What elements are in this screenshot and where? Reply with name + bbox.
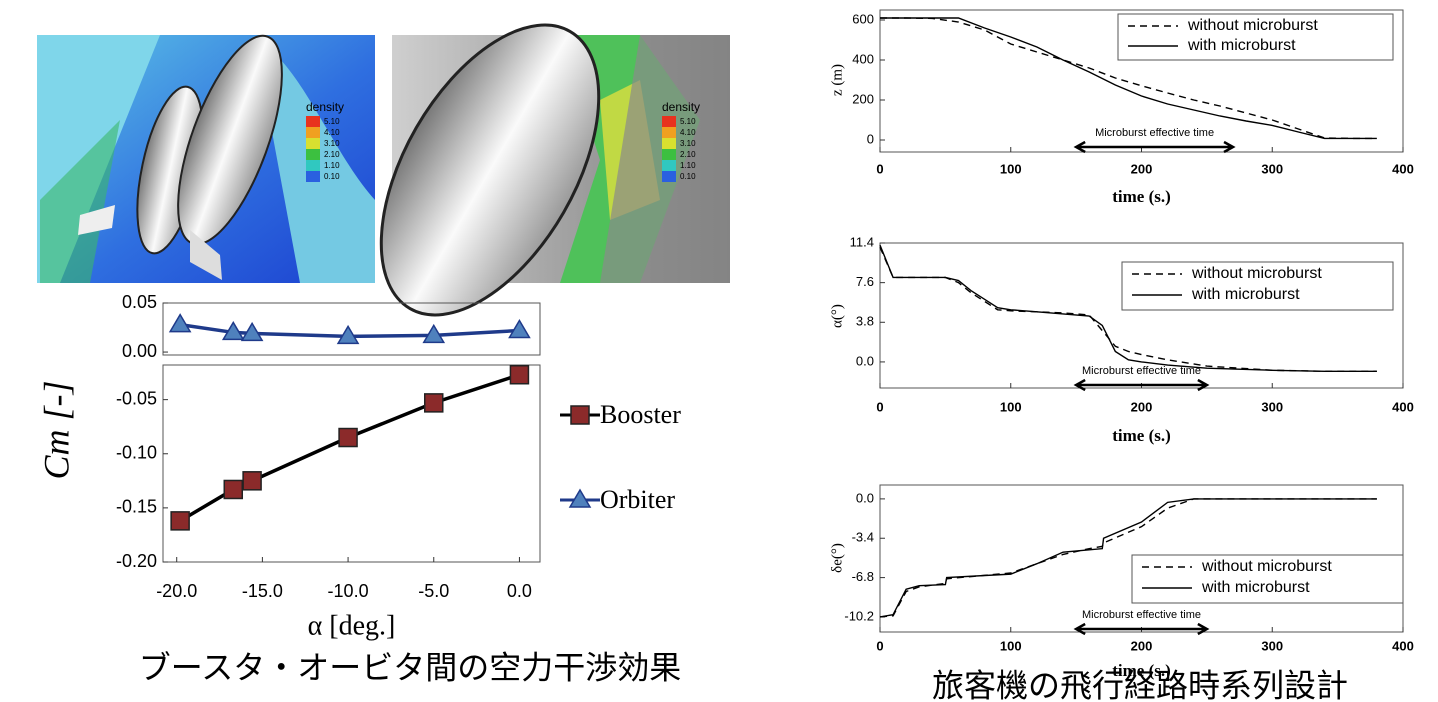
legend-title: density xyxy=(306,100,344,114)
plot-frame xyxy=(163,365,540,562)
caption: ブースタ・オービタ間の空力干渉効果 xyxy=(139,649,681,685)
x-axis-label: time (s.) xyxy=(1112,661,1171,680)
marker xyxy=(170,315,190,332)
legend-title: density xyxy=(662,100,700,114)
y-tick-label: 0.05 xyxy=(122,292,157,312)
legend-label: with microburst xyxy=(1191,286,1300,303)
legend-label: with microburst xyxy=(1187,37,1296,54)
annotation: Microburst effective time xyxy=(1082,365,1201,377)
legend-swatch xyxy=(662,171,676,182)
legend-label: 1.10 xyxy=(324,161,340,170)
marker xyxy=(425,394,443,412)
y-tick-label: -0.10 xyxy=(116,443,157,463)
x-tick-label: 300 xyxy=(1261,399,1283,414)
y-tick-label: 600 xyxy=(852,11,874,26)
legend-swatch xyxy=(306,160,320,171)
x-tick-label: 300 xyxy=(1261,161,1283,176)
y-tick-label: -6.8 xyxy=(852,569,874,584)
legend-label: 1.10 xyxy=(680,161,696,170)
legend-label: 3.10 xyxy=(324,139,340,148)
y-tick-label: 7.6 xyxy=(856,274,874,289)
legend-label: Orbiter xyxy=(600,485,675,514)
series-line xyxy=(880,18,1377,138)
legend-label: with microburst xyxy=(1201,579,1310,596)
legend-label: 3.10 xyxy=(680,139,696,148)
x-axis-label: α [deg.] xyxy=(308,610,396,641)
marker xyxy=(571,406,589,424)
x-tick-label: 300 xyxy=(1261,638,1283,653)
x-tick-label: 0.0 xyxy=(507,581,532,601)
legend-swatch xyxy=(662,138,676,149)
x-tick-label: 100 xyxy=(1000,399,1022,414)
legend-swatch xyxy=(306,127,320,138)
legend-label: without microburst xyxy=(1201,558,1332,575)
y-tick-label: -0.20 xyxy=(116,551,157,571)
x-axis-label: time (s.) xyxy=(1112,187,1171,206)
marker xyxy=(171,512,189,530)
y-tick-label: 0.00 xyxy=(122,341,157,361)
y-tick-label: 3.8 xyxy=(856,314,874,329)
x-axis-label: time (s.) xyxy=(1112,426,1171,445)
x-tick-label: -5.0 xyxy=(418,581,449,601)
marker xyxy=(339,429,357,447)
y-tick-label: 0 xyxy=(867,131,874,146)
y-tick-label: -3.4 xyxy=(852,530,874,545)
legend-swatch xyxy=(662,160,676,171)
marker xyxy=(224,480,242,498)
series-line xyxy=(880,245,1377,371)
y-tick-label: 200 xyxy=(852,91,874,106)
page: ブースタ・オービタ間の空力干渉効果 旅客機の飛行経路時系列設計 density5… xyxy=(0,0,1438,702)
legend-label: 2.10 xyxy=(680,150,696,159)
y-tick-label: 0.0 xyxy=(856,353,874,368)
y-tick-label: -10.2 xyxy=(844,608,874,623)
x-tick-label: 400 xyxy=(1392,161,1414,176)
x-tick-label: 100 xyxy=(1000,161,1022,176)
legend-swatch xyxy=(306,116,320,127)
legend-label: Booster xyxy=(600,400,681,429)
legend-swatch xyxy=(662,127,676,138)
legend-label: without microburst xyxy=(1187,17,1318,34)
y-tick-label: 0.0 xyxy=(856,490,874,505)
legend-label: 0.10 xyxy=(680,172,696,181)
x-tick-label: 400 xyxy=(1392,638,1414,653)
y-axis-label: δe(°) xyxy=(829,543,845,573)
x-tick-label: -15.0 xyxy=(242,581,283,601)
annotation: Microburst effective time xyxy=(1082,609,1201,621)
marker xyxy=(243,472,261,490)
x-tick-label: 400 xyxy=(1392,399,1414,414)
marker xyxy=(510,366,528,384)
x-tick-label: 0 xyxy=(876,638,883,653)
series-line xyxy=(880,18,1377,138)
x-tick-label: 200 xyxy=(1131,161,1153,176)
legend-swatch xyxy=(306,138,320,149)
legend-label: 4.10 xyxy=(324,128,340,137)
x-tick-label: 200 xyxy=(1131,638,1153,653)
legend-swatch xyxy=(306,149,320,160)
x-tick-label: -10.0 xyxy=(328,581,369,601)
legend-label: 5.10 xyxy=(680,117,696,126)
annotation: Microburst effective time xyxy=(1095,127,1214,139)
y-tick-label: 400 xyxy=(852,51,874,66)
legend-label: 4.10 xyxy=(680,128,696,137)
annotation-arrow xyxy=(1076,142,1233,152)
y-axis-label: Cm [-] xyxy=(36,380,76,479)
y-tick-label: -0.15 xyxy=(116,497,157,517)
x-tick-label: 100 xyxy=(1000,638,1022,653)
y-tick-label: -0.05 xyxy=(116,388,157,408)
legend-label: without microburst xyxy=(1191,265,1322,282)
legend-swatch xyxy=(662,149,676,160)
legend-swatch xyxy=(306,171,320,182)
x-tick-label: 0 xyxy=(876,161,883,176)
legend-label: 2.10 xyxy=(324,150,340,159)
x-tick-label: -20.0 xyxy=(156,581,197,601)
marker xyxy=(509,320,529,337)
y-axis-label: α(°) xyxy=(829,304,845,328)
legend-swatch xyxy=(662,116,676,127)
x-tick-label: 200 xyxy=(1131,399,1153,414)
x-tick-label: 0 xyxy=(876,399,883,414)
y-tick-label: 11.4 xyxy=(850,234,874,249)
legend-label: 0.10 xyxy=(324,172,340,181)
y-axis-label: z (m) xyxy=(829,64,845,96)
legend-label: 5.10 xyxy=(324,117,340,126)
